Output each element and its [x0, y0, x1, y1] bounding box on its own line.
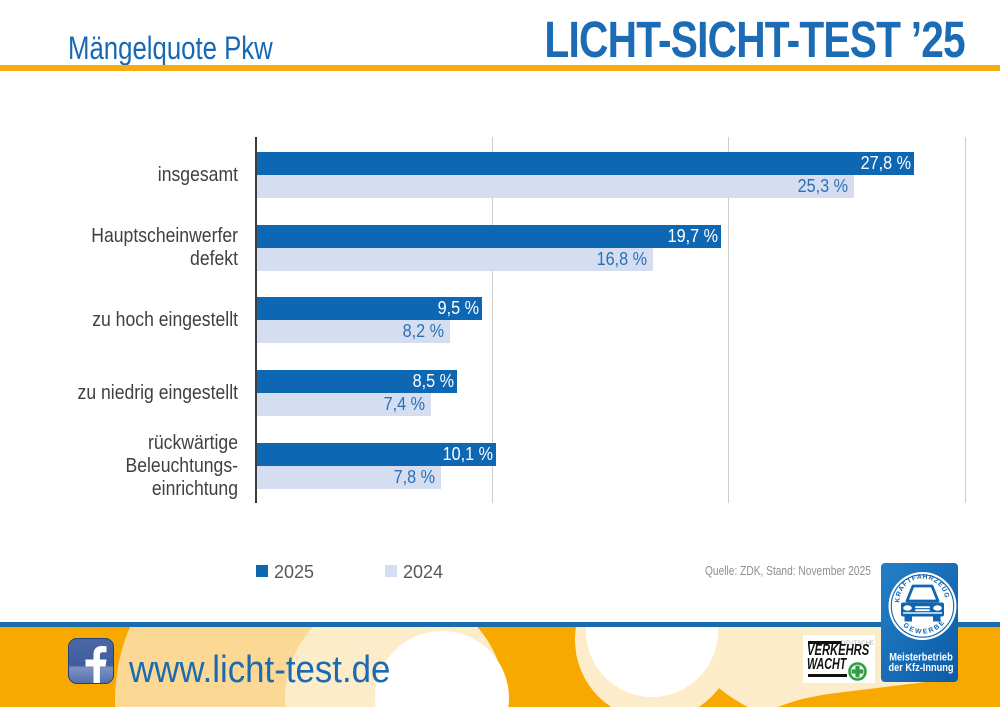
svg-text:der Kfz-Innung: der Kfz-Innung — [889, 662, 954, 674]
svg-text:Meisterbetrieb: Meisterbetrieb — [889, 652, 953, 664]
